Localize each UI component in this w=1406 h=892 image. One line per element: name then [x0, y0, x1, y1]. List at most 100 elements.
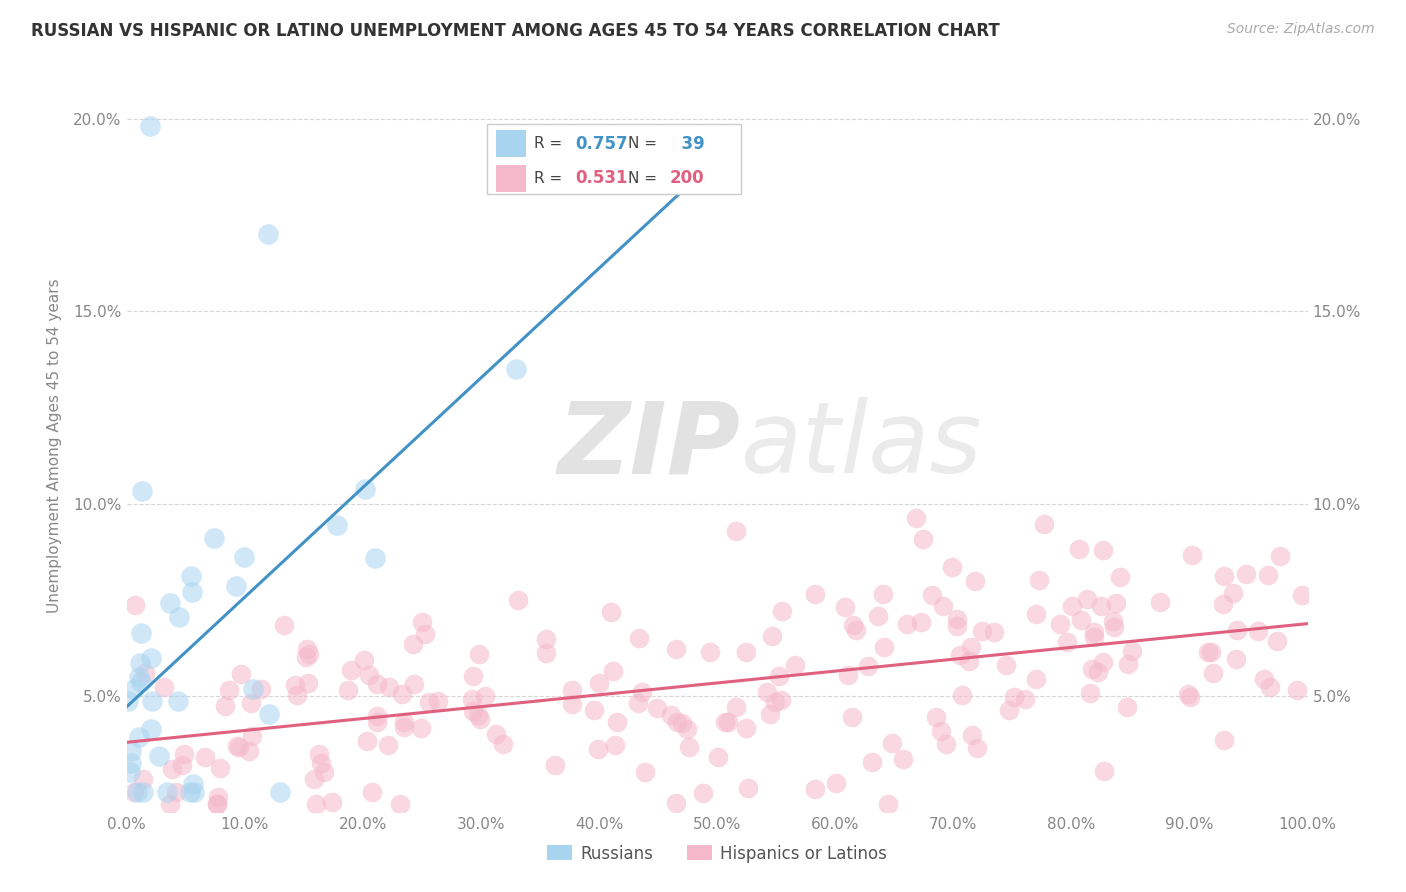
Point [418, 695, 440, 709]
Point [929, 723, 952, 738]
Point [170, 758, 193, 772]
Point [128, 730, 150, 744]
Point [134, 666, 156, 681]
Point [970, 624, 993, 639]
Point [966, 741, 988, 756]
Point [725, 524, 748, 538]
Point [627, 696, 650, 710]
Point [218, 682, 240, 697]
Point [364, 550, 387, 565]
Point [1076, 591, 1098, 606]
Point [1199, 645, 1222, 659]
Point [1225, 651, 1247, 665]
Point [238, 744, 260, 758]
Point [474, 689, 496, 703]
Point [304, 797, 326, 811]
Point [631, 684, 654, 698]
Point [1265, 634, 1288, 648]
Point [1177, 687, 1199, 701]
Point [783, 658, 806, 673]
Point [1028, 574, 1050, 588]
Point [911, 532, 934, 546]
Point [599, 605, 621, 619]
Point [1069, 541, 1091, 556]
Point [1025, 672, 1047, 686]
Point [228, 739, 250, 754]
Point [1101, 614, 1123, 628]
Point [156, 785, 179, 799]
Point [179, 785, 201, 799]
Point [543, 757, 565, 772]
Point [659, 708, 682, 723]
Point [877, 797, 900, 811]
Point [242, 681, 264, 696]
Point [666, 714, 689, 729]
Point [302, 772, 325, 787]
Point [1118, 657, 1140, 671]
Point [468, 647, 491, 661]
Point [1081, 662, 1104, 676]
Point [1049, 617, 1071, 632]
Point [1285, 683, 1308, 698]
Point [582, 703, 605, 717]
Point [605, 738, 627, 752]
Point [366, 677, 388, 691]
Point [226, 739, 249, 754]
Point [194, 750, 217, 764]
Point [645, 701, 668, 715]
Point [935, 737, 957, 751]
Text: atlas: atlas [741, 398, 983, 494]
Point [340, 663, 363, 677]
Point [131, 483, 153, 498]
Point [1116, 700, 1139, 714]
Point [868, 608, 890, 623]
Point [242, 729, 264, 743]
Point [1080, 686, 1102, 700]
Point [297, 641, 319, 656]
Point [284, 678, 307, 692]
Point [152, 680, 174, 694]
Point [561, 683, 583, 698]
Point [962, 728, 984, 742]
Point [295, 650, 318, 665]
Point [842, 618, 865, 632]
Point [377, 680, 399, 694]
Point [665, 796, 688, 810]
Point [1178, 690, 1201, 704]
Point [1108, 570, 1130, 584]
Point [160, 762, 183, 776]
Point [141, 693, 163, 707]
Point [1104, 596, 1126, 610]
Point [120, 744, 142, 758]
Point [1087, 665, 1109, 679]
Point [983, 624, 1005, 639]
Point [463, 704, 485, 718]
Text: 0.757: 0.757 [575, 135, 628, 153]
Text: R =: R = [534, 136, 567, 151]
Point [461, 669, 484, 683]
Point [763, 695, 786, 709]
Point [872, 587, 894, 601]
Point [1256, 567, 1278, 582]
Point [1092, 655, 1115, 669]
Point [173, 747, 195, 762]
Point [1212, 569, 1234, 583]
Point [804, 587, 827, 601]
Point [240, 696, 263, 710]
Point [321, 796, 343, 810]
Point [825, 776, 848, 790]
Point [873, 640, 896, 655]
Point [159, 797, 181, 811]
Point [359, 667, 381, 681]
FancyBboxPatch shape [496, 130, 526, 157]
Point [314, 765, 336, 780]
Point [128, 656, 150, 670]
Point [737, 781, 759, 796]
Point [995, 657, 1018, 672]
Point [946, 618, 969, 632]
Point [205, 797, 228, 811]
Text: RUSSIAN VS HISPANIC OR LATINO UNEMPLOYMENT AMONG AGES 45 TO 54 YEARS CORRELATION: RUSSIAN VS HISPANIC OR LATINO UNEMPLOYME… [31, 22, 1000, 40]
Point [770, 692, 793, 706]
Point [534, 632, 557, 647]
Point [124, 784, 146, 798]
